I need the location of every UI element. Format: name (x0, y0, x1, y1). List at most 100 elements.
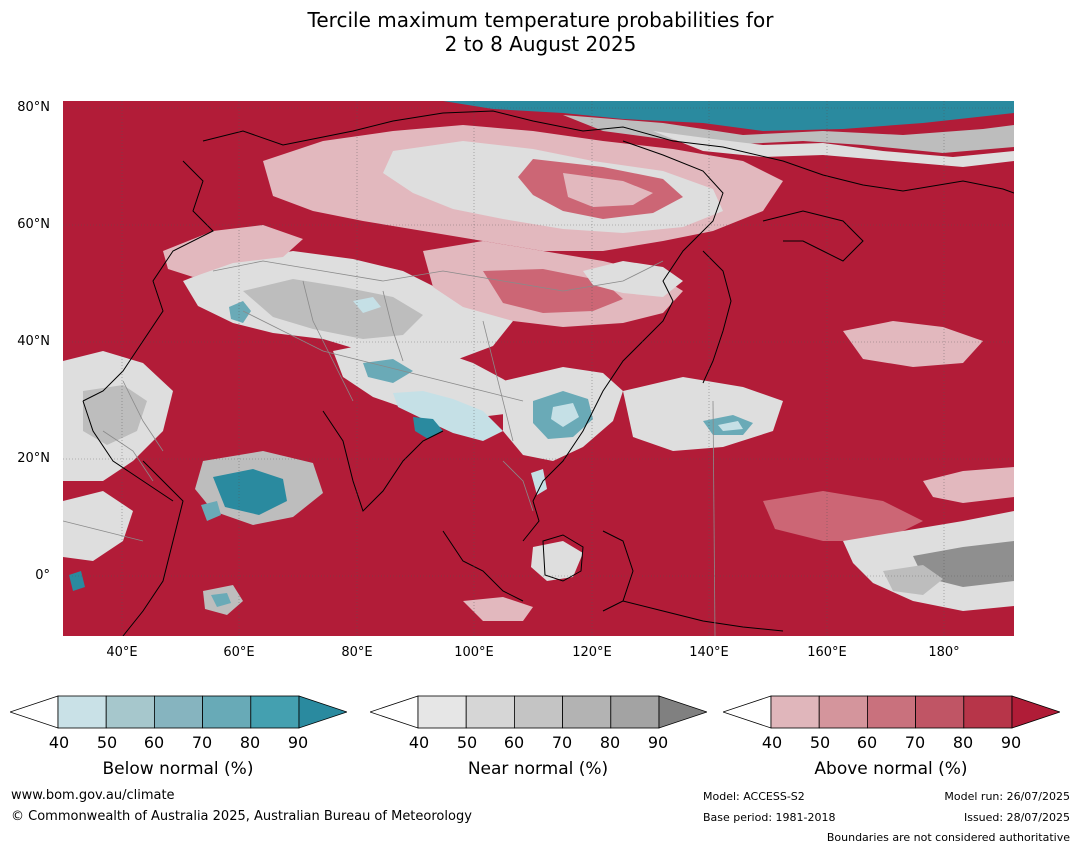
mongolia-near (583, 261, 683, 297)
title-line-2: 2 to 8 August 2025 (444, 32, 637, 56)
model-text: Model: ACCESS-S2 (703, 790, 805, 803)
lon-label-40e: 40°E (106, 645, 138, 660)
below-tick-50: 50 (96, 733, 118, 752)
near-tick-70: 70 (551, 733, 573, 752)
middle-east-mid (83, 385, 147, 445)
legend-near-normal (370, 695, 707, 729)
pacific-near-south-mid (883, 565, 943, 595)
issued-text: Issued: 28/07/2025 (963, 811, 1070, 824)
near-swatch-1 (417, 695, 467, 729)
probability-map (63, 101, 1014, 636)
vietnam-below (531, 469, 547, 495)
above-swatch-5 (963, 695, 1013, 729)
near-tick-50: 50 (456, 733, 478, 752)
near-tick-40: 40 (408, 733, 430, 752)
balkhash-below (353, 297, 381, 313)
near-swatch-5 (610, 695, 660, 729)
below-tick-80: 80 (239, 733, 261, 752)
tibet-below (363, 359, 413, 383)
pacific-weak-above-3 (923, 467, 1014, 503)
pacific-near-south-dark (913, 541, 1014, 587)
below-swatch-2 (105, 695, 155, 729)
arctic-light-area (653, 131, 1014, 167)
map-title: Tercile maximum temperature probabilitie… (0, 8, 1081, 56)
below-swatch-3 (153, 695, 203, 729)
near-swatch-4 (562, 695, 612, 729)
lat-label-60n: 60°N (17, 217, 50, 232)
below-colorbar (10, 695, 347, 729)
arctic-below-area (443, 101, 1014, 131)
indonesia-weak-above (463, 597, 533, 621)
indian-ocean-below (211, 593, 231, 607)
model-run-text: Model run: 26/07/2025 (944, 790, 1070, 803)
above-tick-40: 40 (761, 733, 783, 752)
lat-label-80n: 80°N (17, 100, 50, 115)
near-tick-90: 90 (647, 733, 669, 752)
near-swatch-2 (465, 695, 515, 729)
south-china-below-light (551, 403, 579, 427)
lon-label-160e: 160°E (807, 645, 847, 660)
probability-map-canvas (63, 101, 1014, 636)
himalaya-below-strong (413, 417, 443, 439)
near-colorbar (370, 695, 707, 729)
above-swatch-1 (770, 695, 820, 729)
siberia-weak-above-2 (563, 173, 653, 207)
above-tick-50: 50 (809, 733, 831, 752)
title-line-1: Tercile maximum temperature probabilitie… (307, 8, 774, 32)
somalia-below (201, 501, 221, 521)
near-normal-label: Near normal (%) (467, 759, 609, 779)
below-tick-70: 70 (191, 733, 213, 752)
below-swatch-1 (57, 695, 107, 729)
above-swatch-4 (915, 695, 965, 729)
legend-above-normal (723, 695, 1060, 729)
west-pacific-below-light (718, 421, 743, 431)
himalaya-below (393, 391, 503, 441)
central-asia-near-mid (243, 279, 423, 339)
coastlines (82, 110, 1014, 636)
country-borders (63, 260, 716, 636)
lon-label-120e: 120°E (572, 645, 612, 660)
arabian-sea-below (213, 469, 287, 515)
map-gridlines (63, 101, 1014, 636)
below-tick-60: 60 (143, 733, 165, 752)
above-tick-70: 70 (904, 733, 926, 752)
aral-below (229, 301, 251, 323)
above-swatch-2 (818, 695, 868, 729)
above-swatch-high (1011, 695, 1060, 729)
above-tick-80: 80 (952, 733, 974, 752)
mongolia-mid-above (483, 269, 623, 313)
near-swatch-high (658, 695, 707, 729)
above-tick-60: 60 (856, 733, 878, 752)
above-swatch-low (723, 695, 772, 729)
base-period-text: Base period: 1981-2018 (703, 811, 836, 824)
pacific-weak-above (843, 321, 983, 367)
below-swatch-5 (250, 695, 300, 729)
horn-africa-near (63, 491, 133, 561)
below-swatch-low (10, 695, 59, 729)
near-tick-60: 60 (503, 733, 525, 752)
website-link[interactable]: www.bom.gov.au/climate (11, 788, 175, 803)
above-colorbar (723, 695, 1060, 729)
lon-label-140e: 140°E (689, 645, 729, 660)
lat-label-0: 0° (35, 568, 50, 583)
near-swatch-low (370, 695, 419, 729)
lat-label-20n: 20°N (17, 451, 50, 466)
below-swatch-high (298, 695, 347, 729)
lon-label-180: 180° (928, 645, 960, 660)
legend-below-normal (10, 695, 347, 729)
near-swatch-3 (513, 695, 563, 729)
lon-label-60e: 60°E (223, 645, 255, 660)
lon-label-80e: 80°E (341, 645, 373, 660)
below-swatch-4 (202, 695, 252, 729)
copyright-text: © Commonwealth of Australia 2025, Austra… (11, 809, 472, 824)
arctic-near-area (563, 115, 1014, 153)
below-tick-90: 90 (287, 733, 309, 752)
above-swatch-3 (866, 695, 916, 729)
disclaimer-text: Boundaries are not considered authoritat… (826, 831, 1070, 844)
pacific-weak-above-2 (763, 491, 923, 541)
below-tick-40: 40 (48, 733, 70, 752)
near-tick-80: 80 (599, 733, 621, 752)
above-tick-90: 90 (1000, 733, 1022, 752)
below-normal-label: Below normal (%) (102, 759, 254, 779)
lat-label-40n: 40°N (17, 334, 50, 349)
